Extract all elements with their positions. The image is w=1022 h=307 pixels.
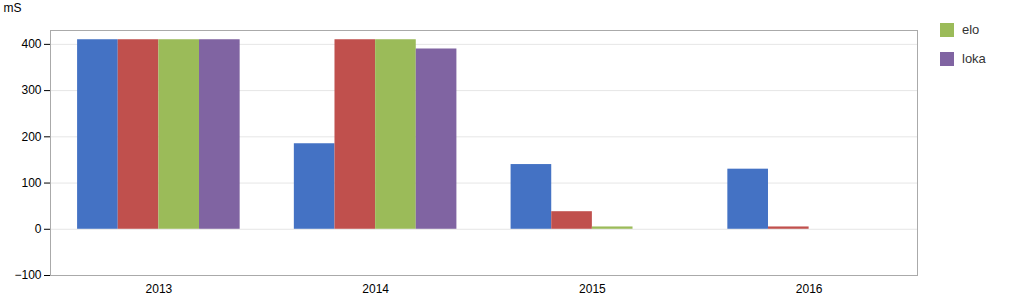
html-text:loka: loka [962, 51, 986, 66]
svg-text:2016: 2016 [796, 282, 823, 296]
svg-text:2013: 2013 [146, 282, 173, 296]
svg-text:300: 300 [21, 83, 41, 97]
svg-text:200: 200 [21, 130, 41, 144]
svg-text:2015: 2015 [579, 282, 606, 296]
svg-text:100: 100 [21, 176, 41, 190]
svg-text:−100: −100 [14, 268, 41, 282]
svg-text:2014: 2014 [362, 282, 389, 296]
html-text:elo: elo [962, 22, 980, 37]
svg-text:mS: mS [4, 1, 22, 15]
svg-text:400: 400 [21, 37, 41, 51]
svg-text:0: 0 [35, 222, 42, 236]
